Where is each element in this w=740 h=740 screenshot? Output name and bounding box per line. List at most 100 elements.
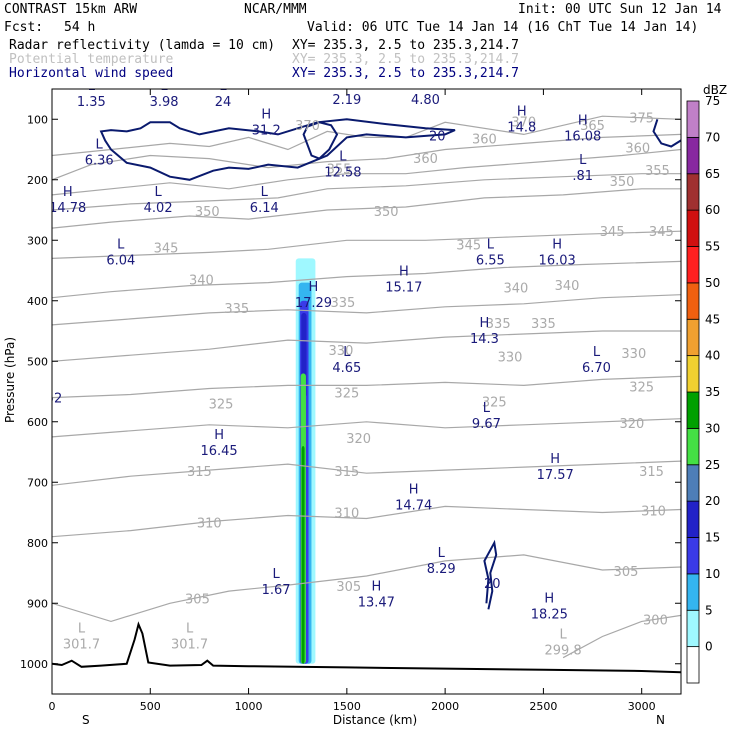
field-name-reflectivity: Radar reflectivity (lamda = 10 cm) [9, 38, 275, 53]
field-xy-reflectivity: XY= 235.3, 2.5 to 235.3,214.7 [292, 38, 519, 53]
theta-label: 325 [334, 387, 359, 402]
y-tick-label: 500 [27, 355, 48, 368]
wind-extremum-mark: H [552, 237, 562, 252]
y-tick-label: 100 [27, 113, 48, 126]
colorbar-swatch-20 [686, 500, 700, 538]
colorbar-swatch-45 [686, 318, 700, 357]
x-tick-label: 1500 [333, 700, 361, 713]
theta-extremum-mark: L [186, 622, 194, 637]
theta-label: 345 [154, 241, 179, 256]
theta-label: 300 [643, 613, 668, 628]
wind-extremum-value: 16.45 [200, 444, 237, 459]
theta-label: 340 [503, 281, 528, 296]
contour-label-layer: 370 370 375 365 360 360 360 355 355 350 350 350 345 3… [49, 77, 674, 659]
wind-extremum-mark: L [88, 79, 96, 94]
wind-extremum-mark: L [422, 77, 430, 92]
colorbar-label: 60 [705, 203, 720, 217]
wind-extremum-value: 18.25 [531, 607, 568, 622]
wind-extremum-value: 20 [429, 129, 446, 144]
colorbar-label: 50 [705, 276, 720, 290]
theta-label: 330 [498, 350, 523, 365]
theta-contour-340 [52, 260, 681, 299]
wind-extremum-value: 14.3 [470, 332, 499, 347]
wind-extremum-value: 14.78 [49, 201, 86, 216]
wind-extremum-mark: L [261, 185, 269, 200]
x-axis-north-label: N [656, 713, 665, 727]
theta-label: 375 [629, 111, 654, 126]
wind-extremum-mark: L [339, 150, 347, 165]
wind-extremum-value: 4.02 [144, 201, 173, 216]
theta-contour-360 [52, 148, 681, 196]
wind-extremum-value: 2.19 [332, 93, 361, 108]
wind-extremum-mark: L [160, 79, 168, 94]
x-tick-label: 3000 [628, 700, 656, 713]
colorbar-swatch-50 [686, 282, 700, 320]
colorbar-label: 15 [705, 531, 720, 545]
colorbar-swatch-15 [686, 537, 700, 575]
wind-extremum-value: 6.36 [85, 154, 114, 169]
theta-contour-315 [52, 460, 681, 486]
theta-label: 315 [639, 465, 664, 480]
theta-label: 305 [336, 580, 361, 595]
wind-extremum-mark: H [578, 113, 588, 128]
terrain-layer [52, 621, 681, 674]
colorbar-label: 65 [705, 167, 720, 181]
wind-extremum-value: 6.14 [250, 201, 279, 216]
wind-extremum-mark: H [309, 280, 319, 295]
fcst-value: 54 h [64, 20, 95, 35]
wind-extremum-value: 4.80 [411, 93, 440, 108]
wind-extremum-value: 6.55 [476, 253, 505, 268]
wind-extremum-mark: H [371, 579, 381, 594]
wind-extremum-mark: H [409, 482, 419, 497]
wind-extremum-value: 1.67 [262, 583, 291, 598]
init-time: Init: 00 UTC Sun 12 Jan 14 [518, 2, 722, 17]
theta-label: 325 [209, 397, 234, 412]
wind-extremum-mark: H [63, 185, 73, 200]
theta-label: 335 [531, 317, 556, 332]
colorbar-title: dBZ [703, 83, 727, 97]
theta-label: 320 [619, 417, 644, 432]
wind-extremum-value: 4.65 [332, 361, 361, 376]
theta-extremum-value: 301.7 [63, 638, 100, 653]
colorbar-label: 55 [705, 240, 720, 254]
theta-label: 330 [329, 344, 354, 359]
wind-extremum-value: 16.08 [564, 129, 601, 144]
colorbar-swatch-40 [686, 355, 700, 393]
wind-extremum-mark: H [517, 104, 527, 119]
theta-label: 315 [187, 465, 212, 480]
theta-contour-370 [52, 115, 681, 157]
y-tick-label: 1000 [20, 658, 48, 671]
theta-label: 360 [625, 142, 650, 157]
theta-label: 365 [580, 119, 605, 134]
theta-contour-305 [52, 554, 681, 623]
wind-extremum-mark: L [272, 567, 280, 582]
wind-extremum-mark: L [117, 237, 125, 252]
colorbar-label: 40 [705, 349, 720, 363]
x-tick-label: 2000 [431, 700, 459, 713]
wind-extremum-mark: L [438, 546, 446, 561]
theta-contour-330 [52, 330, 681, 362]
theta-label: 345 [456, 238, 481, 253]
colorbar-swatch-65 [686, 173, 700, 211]
wind-extremum-value: 24 [215, 95, 232, 110]
wind-contour-layer [99, 118, 681, 610]
theta-label: 340 [555, 279, 580, 294]
theta-label: 305 [185, 592, 210, 607]
colorbar-swatch-35 [686, 391, 700, 429]
x-tick-label: 500 [140, 700, 161, 713]
wind-extremum-value: 20 [484, 577, 501, 592]
x-axis-south-label: S [82, 713, 90, 727]
reflectivity-layer [295, 258, 316, 664]
wind-extremum-value: 15.17 [385, 281, 422, 296]
theta-extremum-value: 299.8 [544, 644, 581, 659]
wind-extremum-mark: L [487, 237, 495, 252]
x-tick-label: 1000 [235, 700, 263, 713]
colorbar-swatch-60 [686, 209, 700, 247]
theta-label: 355 [327, 163, 352, 178]
theta-contour-320 [52, 418, 681, 438]
colorbar-label: 30 [705, 421, 720, 435]
theta-contour-310 [52, 505, 681, 538]
theta-contour-300 [562, 614, 681, 659]
theta-label: 350 [195, 205, 220, 220]
